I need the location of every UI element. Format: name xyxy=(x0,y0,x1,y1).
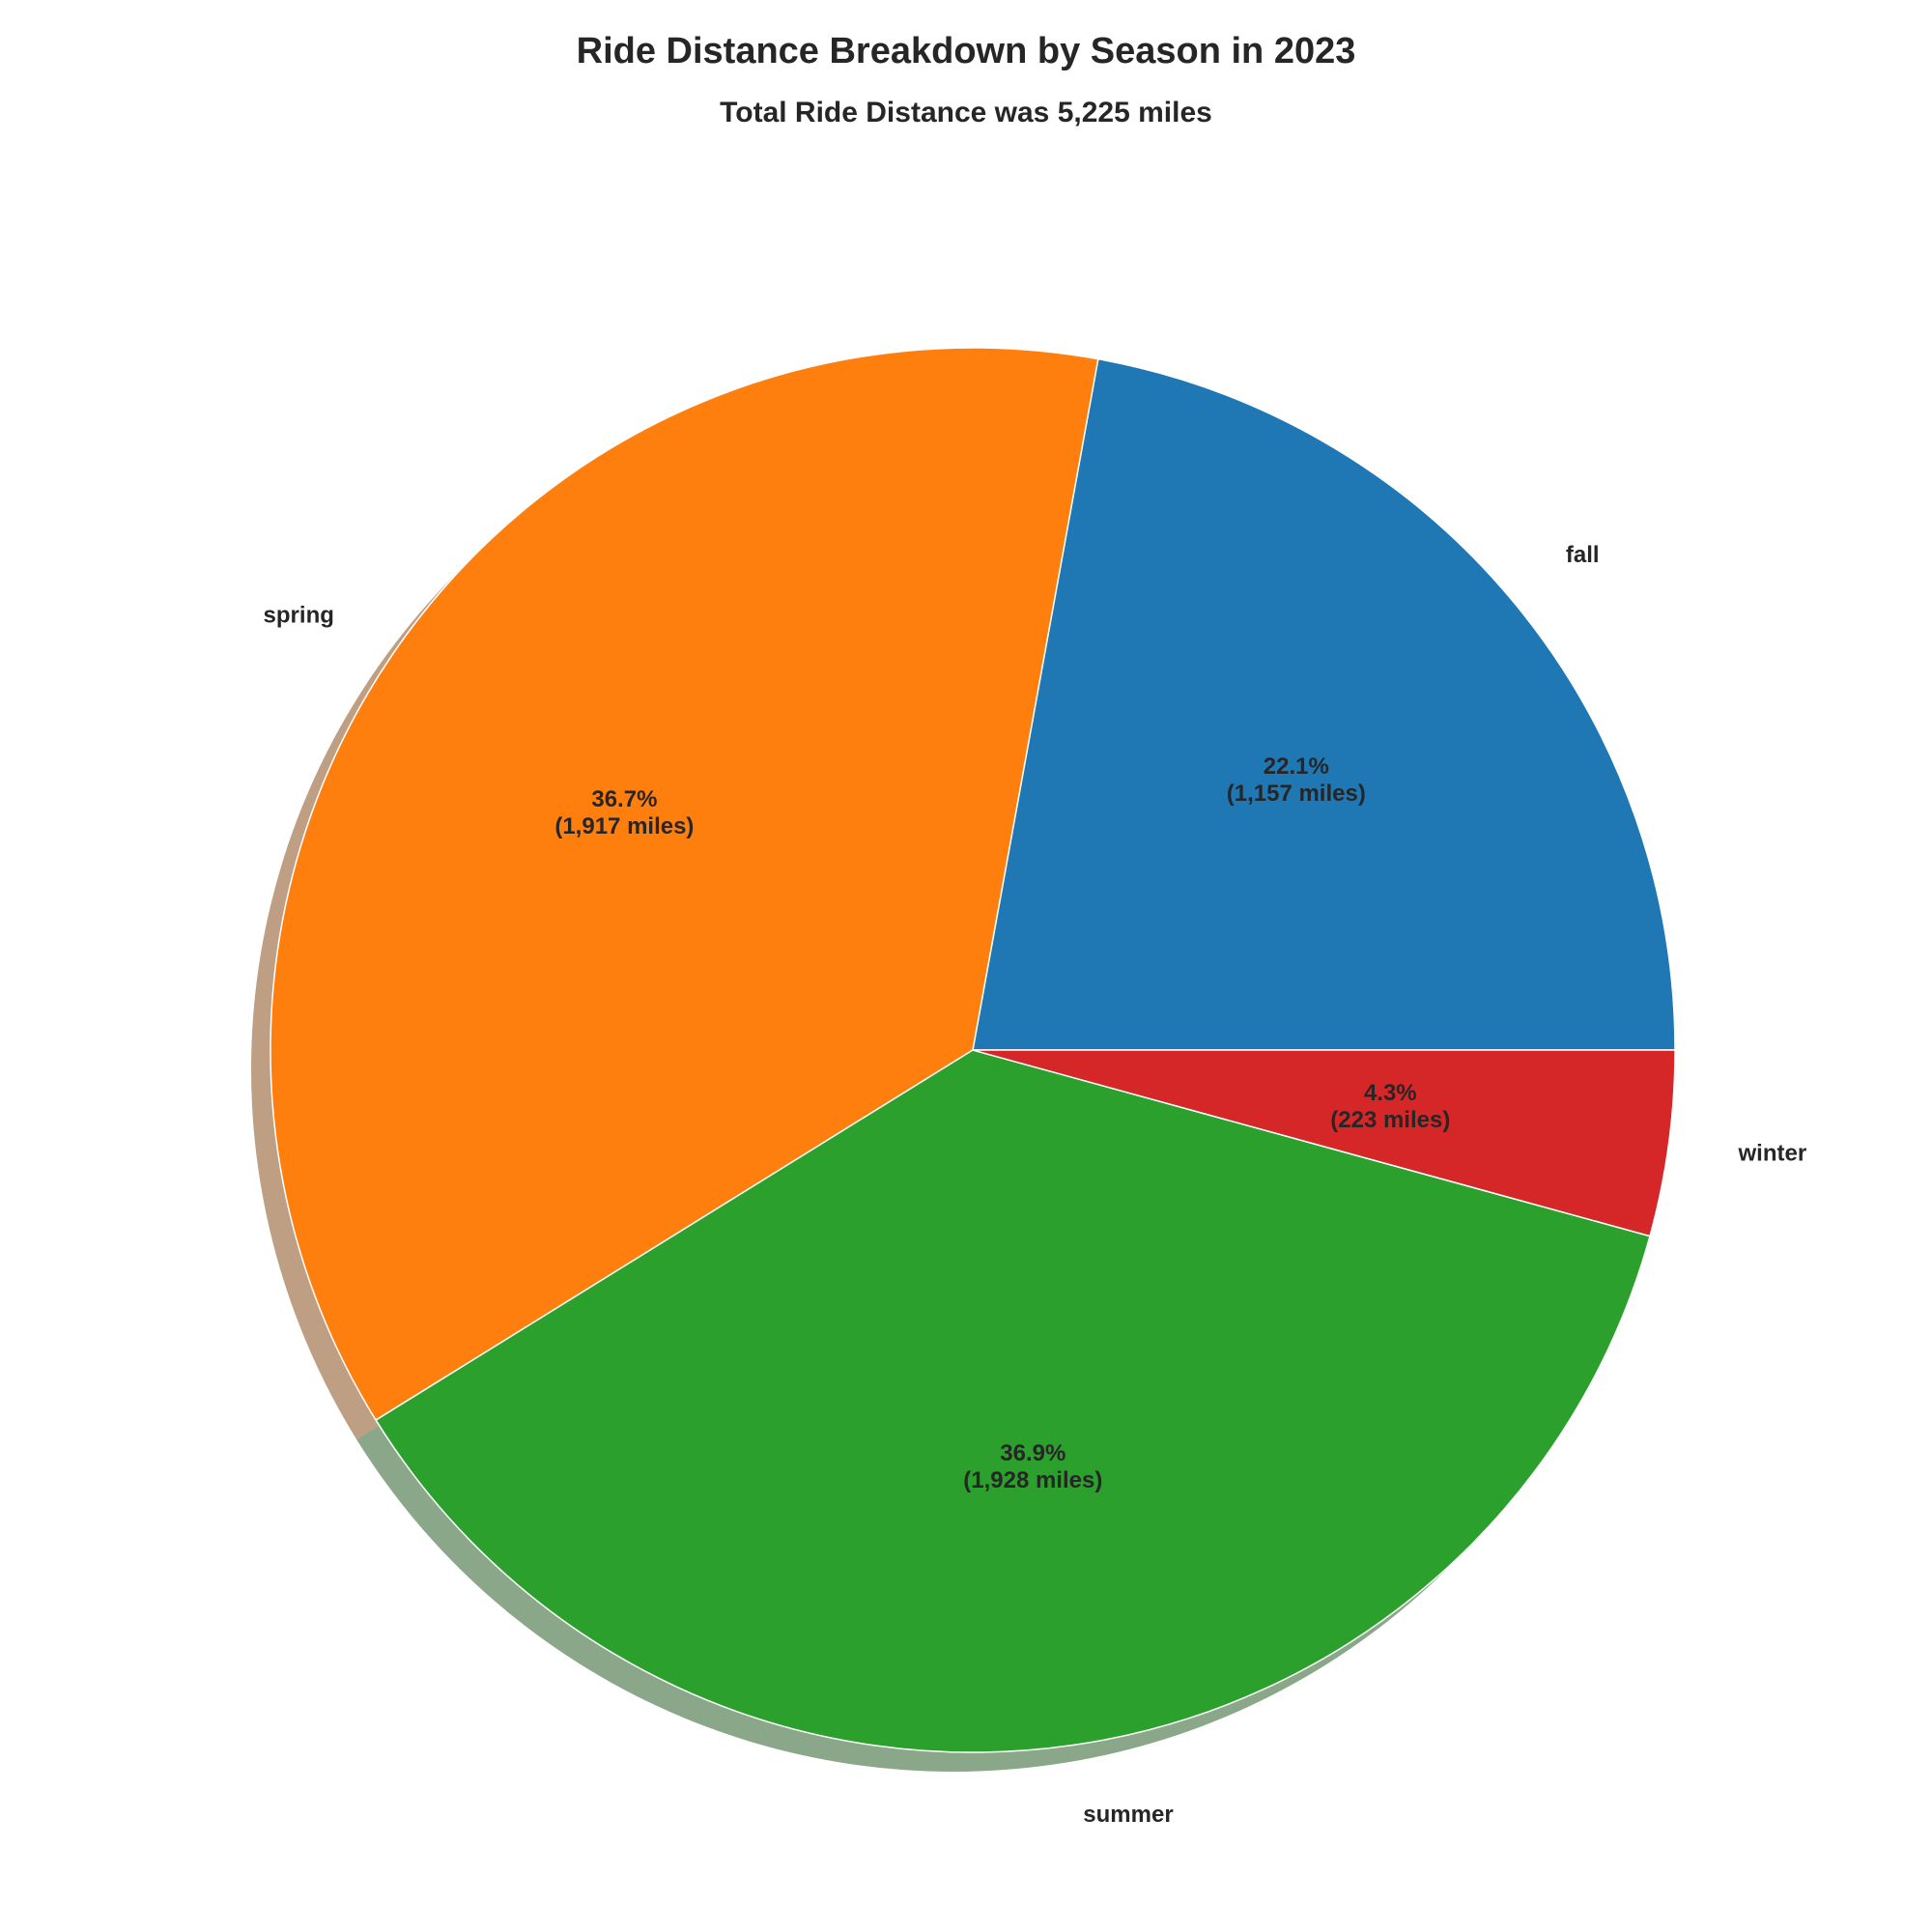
chart-subtitle: Total Ride Distance was 5,225 miles xyxy=(720,97,1212,128)
pie-slice-summer xyxy=(375,1049,1651,1753)
slice-label-spring: spring xyxy=(264,603,334,629)
slice-value-summer: (1,928 miles) xyxy=(963,1467,1102,1493)
pie-slice-spring xyxy=(270,347,1099,1421)
slice-percent-fall: 22.1% xyxy=(1264,753,1329,780)
chart-title: Ride Distance Breakdown by Season in 202… xyxy=(576,31,1356,71)
slice-label-winter: winter xyxy=(1738,1140,1807,1166)
slice-label-summer: summer xyxy=(1083,1802,1173,1828)
pie-label-layer: fall 22.1%(1,157 miles) spring 36.7%(1,917 … xyxy=(264,542,1807,1828)
slice-label-fall: fall xyxy=(1566,542,1600,568)
pie-slice-fall xyxy=(972,357,1676,1051)
pie-slice-winter xyxy=(972,1049,1676,1237)
slice-value-fall: (1,157 miles) xyxy=(1227,781,1366,807)
slice-percent-winter: 4.3% xyxy=(1364,1080,1417,1106)
pie-slice-layer xyxy=(270,347,1676,1753)
slice-percent-summer: 36.9% xyxy=(1000,1440,1065,1466)
slice-value-spring: (1,917 miles) xyxy=(554,813,694,839)
slice-percent-spring: 36.7% xyxy=(591,786,657,812)
slice-value-winter: (223 miles) xyxy=(1330,1107,1450,1133)
